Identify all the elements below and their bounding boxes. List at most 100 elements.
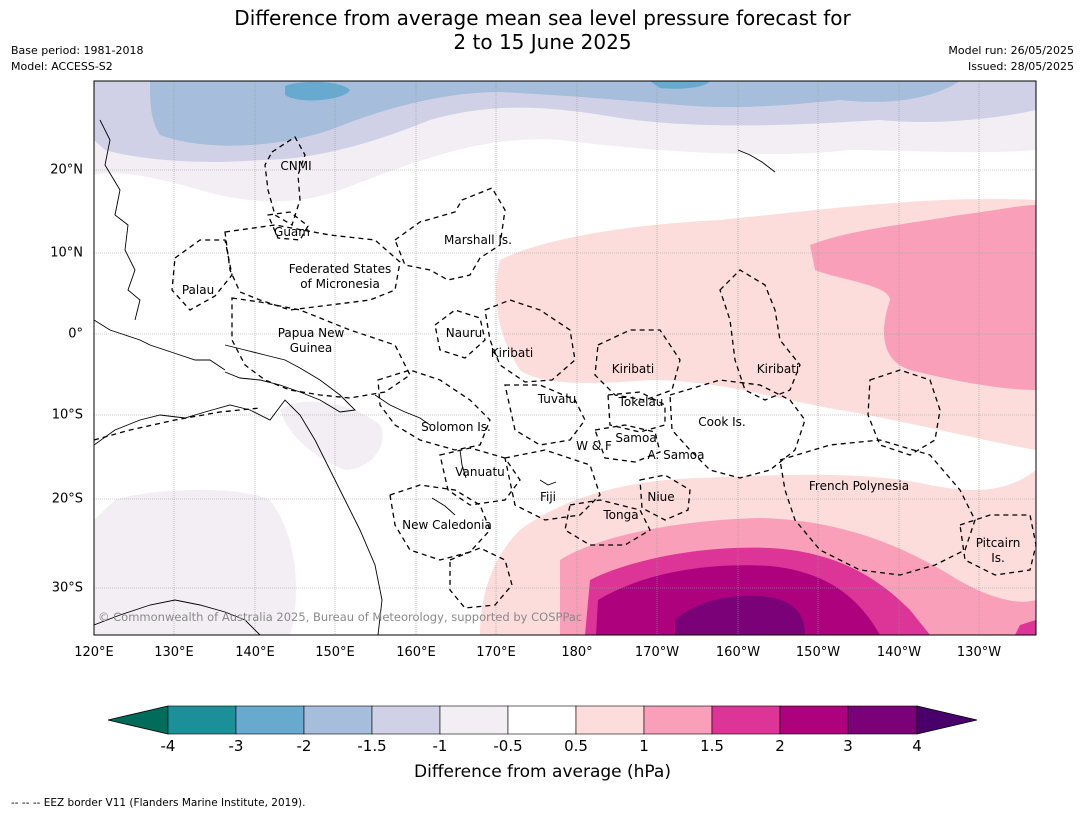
colorbar-bin <box>711 705 781 735</box>
eez-tonga <box>564 499 651 546</box>
label-palau: Palau <box>181 283 215 297</box>
label-cook-islands: Cook Is. <box>698 415 746 429</box>
coast-hawaii <box>737 149 776 173</box>
coast-vanuatu <box>459 449 467 479</box>
label-marshall-islands: Marshall Is. <box>444 233 512 247</box>
y-tick-label: 20°N <box>50 162 83 178</box>
eez-nauru <box>434 309 486 359</box>
eez-cook <box>669 379 806 479</box>
colorbar-bin <box>371 705 441 735</box>
gridlines <box>94 81 1036 635</box>
region-neg-0.5-coral <box>280 401 383 470</box>
eez-norfolk <box>449 547 513 609</box>
colorbar-tick: 1.5 <box>700 737 724 755</box>
chart-title: Difference from average mean sea level p… <box>0 6 1085 54</box>
region-neg-0.5-southwest <box>94 489 296 635</box>
label-samoa: Samoa <box>615 431 657 445</box>
label-guam: Guam <box>274 225 310 239</box>
coast-philippines <box>99 119 141 321</box>
eez-pitcairn <box>959 514 1037 576</box>
issued-date: Issued: 28/05/2025 <box>967 60 1074 73</box>
coast-fiji <box>539 479 557 486</box>
region-neg-2-north <box>285 81 710 101</box>
x-tick-label: 120°E <box>74 645 114 660</box>
eez-niue <box>639 474 691 521</box>
pressure-anomaly-field <box>94 81 1036 635</box>
colorbar-tick: -1.5 <box>357 737 387 755</box>
colorbar-bin <box>575 705 645 735</box>
label-tuvalu: Tuvalu <box>537 392 577 406</box>
x-tick-label: 160°E <box>396 645 436 660</box>
label-png-line1: Papua New <box>277 326 345 340</box>
base-period: Base period: 1981-2018 <box>11 44 144 57</box>
colorbar-tick: 4 <box>912 737 922 755</box>
x-tick-label: 150°W <box>795 645 841 660</box>
y-tick-label: 20°S <box>51 491 83 507</box>
colorbar-extend-high <box>916 705 978 735</box>
model-run: Model run: 26/05/2025 <box>948 44 1074 57</box>
colorbar-bin <box>507 705 577 735</box>
coast-new-guinea <box>224 344 356 413</box>
label-fiji: Fiji <box>539 490 557 504</box>
colorbar-label: Difference from average (hPa) <box>414 762 671 782</box>
y-tick-label: 30°S <box>51 580 83 596</box>
colorbar <box>107 705 978 735</box>
eez-fiji <box>504 449 601 521</box>
label-american-samoa: A. Samoa <box>647 448 705 462</box>
coast-solomons <box>374 394 431 426</box>
label-vanuatu: Vanuatu <box>455 465 505 479</box>
label-fsm-line2: of Micronesia <box>300 277 380 291</box>
label-solomon-islands: Solomon Is. <box>421 420 491 434</box>
eez-marshall <box>394 187 506 281</box>
label-pitcairn-line1: Pitcairn <box>975 536 1021 550</box>
colorbar-tick: -0.5 <box>493 737 523 755</box>
colorbar-tick: -4 <box>160 737 176 755</box>
label-niue: Niue <box>647 490 675 504</box>
eez-french-polynesia <box>779 439 976 576</box>
coast-new-caledonia <box>431 497 456 516</box>
colorbar-bin <box>439 705 509 735</box>
x-tick-label: 180° <box>561 645 593 660</box>
eez-kiribati-c <box>594 329 681 401</box>
meta-right: Model run: 26/05/2025 Issued: 28/05/2025 <box>948 43 1074 75</box>
coast-borneo-indonesia <box>94 319 226 371</box>
map-frame <box>93 80 1037 636</box>
colorbar-bin <box>779 705 849 735</box>
eez-borders <box>93 136 1037 609</box>
colorbar-tick: 2 <box>775 737 785 755</box>
label-kiribati-central: Kiribati <box>611 362 655 376</box>
label-cnmi: CNMI <box>280 159 312 173</box>
eez-guam <box>267 211 309 241</box>
eez-cnmi <box>264 136 306 226</box>
label-png-line2: Guinea <box>289 341 333 355</box>
title-line-1: Difference from average mean sea level p… <box>234 6 851 30</box>
eez-tokelau <box>607 391 666 433</box>
x-tick-label: 160°W <box>715 645 761 660</box>
eez-footnote: -- -- -- EEZ border V11 (Flanders Marine… <box>11 797 306 809</box>
meta-left: Base period: 1981-2018 Model: ACCESS-S2 <box>11 43 143 75</box>
colorbar-bin <box>303 705 373 735</box>
colorbar-bin <box>847 705 918 735</box>
x-tick-label: 130°E <box>154 645 194 660</box>
colorbar-tick: -1 <box>432 737 448 755</box>
x-tick-label: 170°W <box>634 645 680 660</box>
label-kiribati-west: Kiribati <box>490 346 534 360</box>
colorbar-bin <box>643 705 713 735</box>
eez-new-caledonia <box>389 484 491 561</box>
eez-tuvalu <box>504 384 586 446</box>
label-kiribati-east: Kiribati <box>756 362 800 376</box>
label-pitcairn-line2: Is. <box>991 551 1005 565</box>
label-french-polynesia: French Polynesia <box>808 479 910 493</box>
colorbar-bin <box>235 705 305 735</box>
colorbar-extend-low <box>107 705 169 735</box>
eez-png-south <box>93 407 261 441</box>
label-new-caledonia: New Caledonia <box>402 518 492 532</box>
eez-vanuatu <box>439 447 521 506</box>
x-tick-label: 140°W <box>876 645 922 660</box>
eez-marquesas <box>867 369 941 456</box>
colorbar-tick: -2 <box>296 737 312 755</box>
eez-kiribati-w <box>484 299 576 383</box>
coast-australia-south <box>94 599 261 635</box>
colorbar-tick: 0.5 <box>564 737 588 755</box>
